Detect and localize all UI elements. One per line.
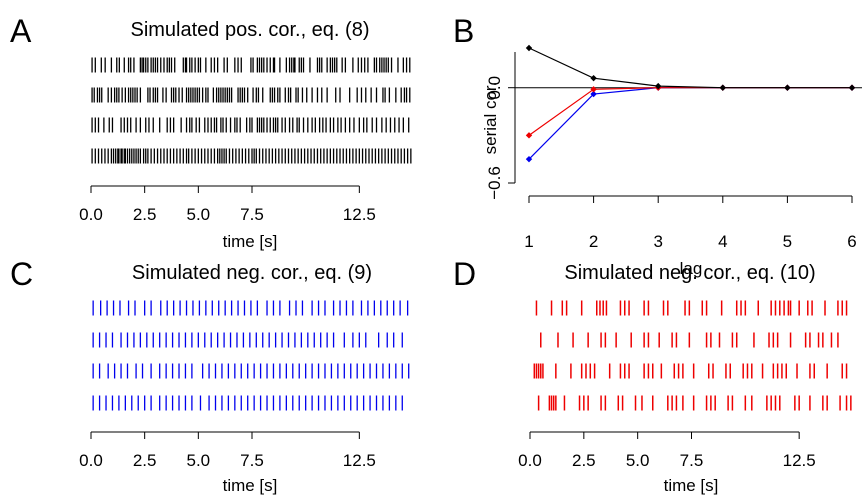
y-tick-label: 0.0 [485,76,504,100]
panel-a-x-axis: 0.0 2.5 5.0 7.5 12.5 [79,185,376,224]
x-tick-label: 2.5 [133,451,157,470]
panel-a-raster [91,57,412,164]
x-tick-label: 2.5 [572,451,596,470]
x-tick-label: 7.5 [680,451,704,470]
x-tick-label: 4 [718,232,727,251]
data-point [590,74,597,82]
x-tick-label: 5.0 [626,451,650,470]
panel-d-xlabel: time [s] [664,476,719,495]
x-tick-label: 1 [524,232,533,251]
series-line [528,47,852,89]
x-tick-label: 0.0 [518,451,542,470]
data-point [525,44,533,52]
data-point [719,84,726,91]
x-tick-label: 0.0 [79,451,103,470]
x-tick-label: 3 [653,232,662,251]
panel-a-xlabel: time [s] [223,232,278,251]
x-tick-label: 12.5 [783,451,816,470]
x-tick-label: 12.5 [343,451,376,470]
panel-d-title: Simulated neg. cor., eq. (10) [564,262,815,284]
x-tick-label: 2.5 [133,205,157,224]
data-point [590,86,597,93]
panel-d-raster [533,300,852,411]
x-tick-label: 7.5 [240,451,264,470]
data-point [525,132,533,139]
x-tick-label: 5 [783,232,792,251]
panel-c-title: Simulated neg. cor., eq. (9) [132,262,372,284]
x-tick-label: 6 [847,232,856,251]
x-tick-label: 5.0 [187,205,211,224]
panel-b-plot: −0.6 0.0 1 2 3 4 5 6 [485,44,862,251]
series-line [528,87,852,160]
panel-c-xlabel: time [s] [223,476,278,495]
panel-b-xlabel: lag [680,259,703,278]
data-point [590,90,597,98]
x-tick-label: 12.5 [343,205,376,224]
data-point [655,82,662,90]
x-tick-label: 5.0 [187,451,211,470]
panel-b-ylabel: serial cor. [481,82,500,155]
panel-d-x-axis: 0.0 2.5 5.0 7.5 12.5 [518,431,816,470]
panel-letter-d: D [453,256,476,292]
panel-letter-b: B [453,13,474,49]
panel-letter-a: A [10,13,32,49]
panel-c-x-axis: 0.0 2.5 5.0 7.5 12.5 [79,431,376,470]
x-tick-label: 0.0 [79,205,103,224]
panel-a-title: Simulated pos. cor., eq. (8) [130,19,369,41]
panel-letter-c: C [10,256,33,292]
x-tick-label: 7.5 [240,205,264,224]
data-point [848,84,856,91]
series-line [528,87,852,136]
y-tick-label: −0.6 [485,166,504,200]
data-point [784,84,791,91]
panel-c-raster [92,300,410,411]
data-point [525,155,533,163]
x-tick-label: 2 [589,232,598,251]
